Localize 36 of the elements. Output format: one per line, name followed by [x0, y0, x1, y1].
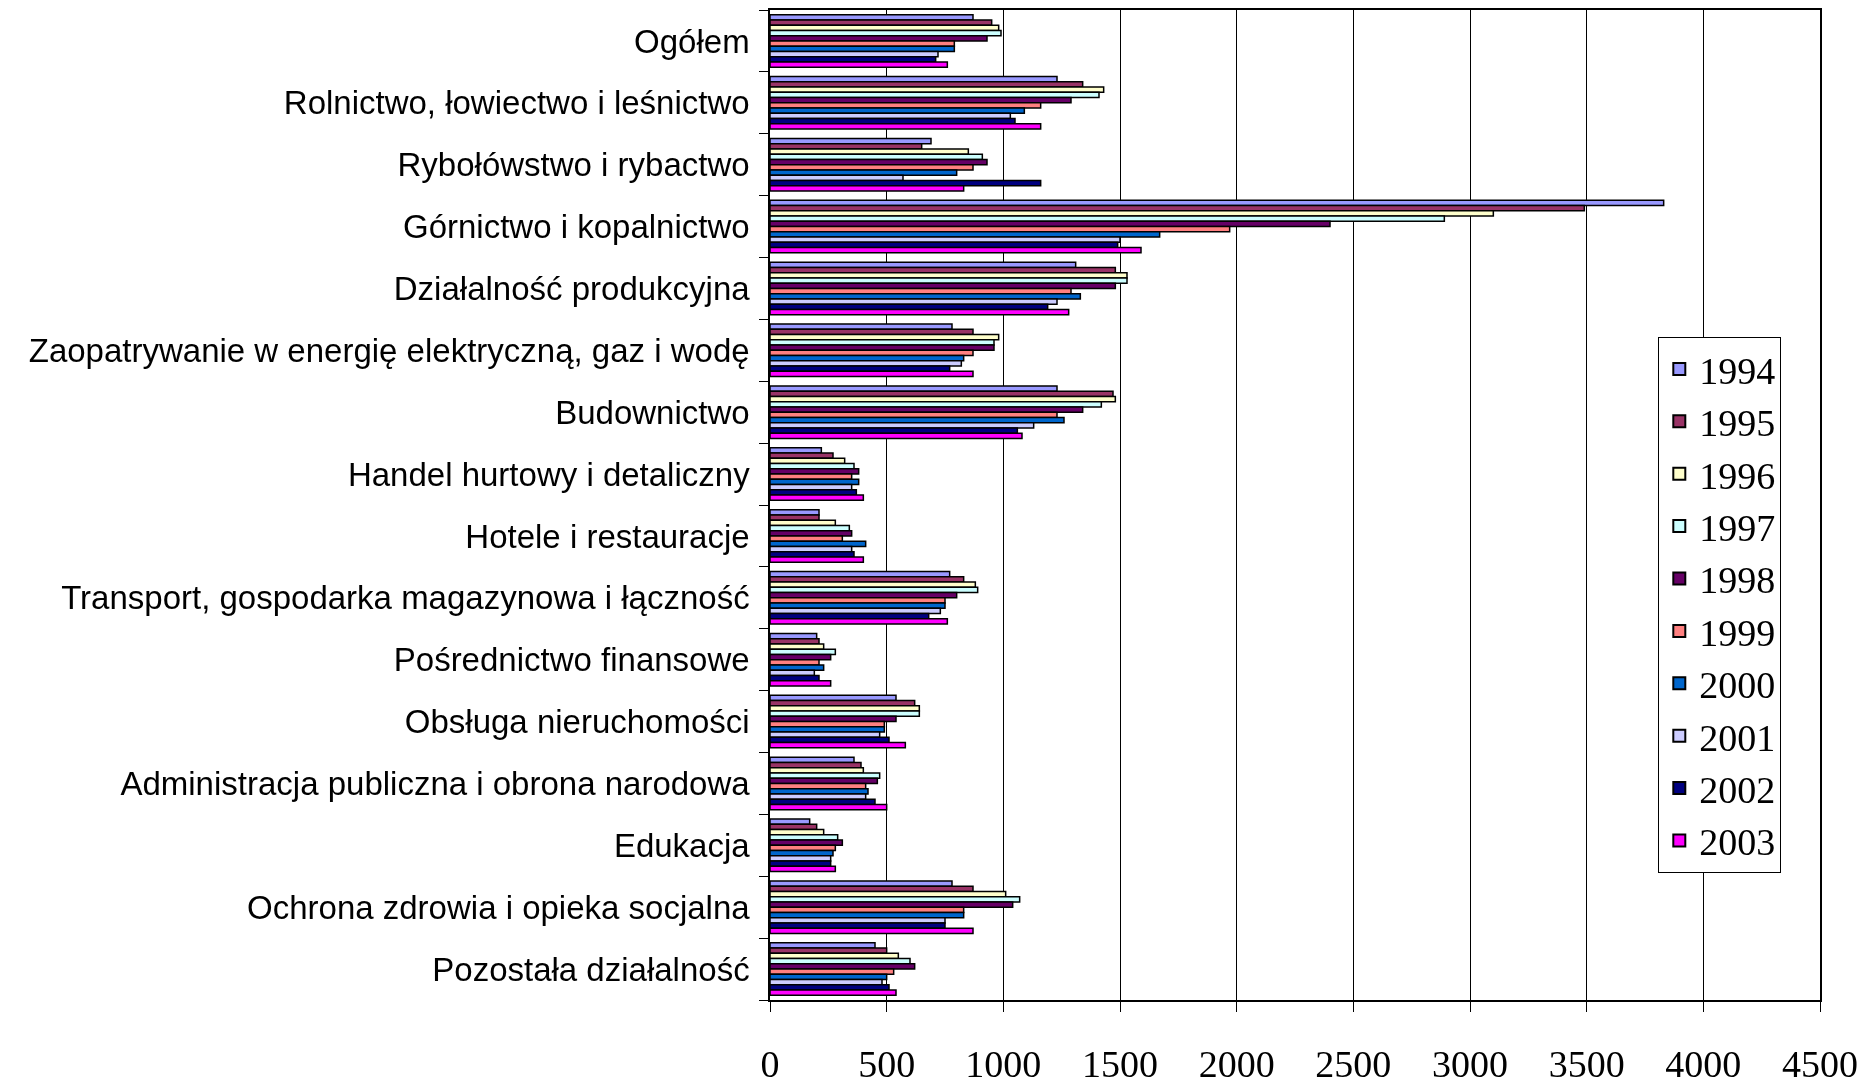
y-tick-label: Hotele i restauracje: [465, 517, 750, 555]
y-tick-label: Transport, gospodarka magazynowa i łączność: [61, 579, 750, 617]
x-tick-label: 4000: [1665, 1043, 1742, 1086]
y-tick-label: Ochrona zdrowia i opieka socjalna: [247, 888, 751, 926]
y-tick-label: Rolnictwo, łowiectwo i leśnictwo: [283, 84, 750, 122]
y-tick-label: Handel hurtowy i detaliczny: [347, 455, 751, 493]
legend-label: 1999: [1699, 611, 1776, 654]
legend-label: 2002: [1699, 768, 1776, 811]
x-tick-label: 0: [760, 1043, 780, 1086]
y-tick-label: Górnictwo i kopalnictwo: [402, 208, 750, 246]
x-tick-label: 3000: [1432, 1043, 1508, 1086]
y-tick-label: Zaopatrywanie w energię elektryczną, gaz i wodę: [28, 331, 750, 369]
y-tick-label: Administracja publiczna i obrona narodowa: [120, 764, 751, 802]
legend-label: 1998: [1699, 559, 1776, 602]
y-tick-label: Działalność produkcyjna: [393, 269, 751, 307]
legend-label: 1995: [1699, 402, 1776, 445]
legend-label: 1994: [1699, 349, 1776, 392]
x-tick-label: 4500: [1782, 1043, 1858, 1086]
y-tick-label: Budownictwo: [555, 393, 750, 431]
y-tick-label: Pozostała działalność: [432, 950, 750, 988]
y-tick-label: Obsługa nieruchomości: [404, 703, 750, 741]
legend-label: 2001: [1699, 716, 1776, 759]
y-tick-label: Edukacja: [613, 826, 751, 864]
legend-label: 1997: [1699, 506, 1776, 549]
legend-label: 2003: [1699, 821, 1776, 864]
x-tick-label: 3500: [1548, 1043, 1625, 1086]
x-tick-label: 2500: [1315, 1043, 1392, 1086]
y-tick-label: Pośrednictwo finansowe: [393, 641, 750, 679]
x-tick-label: 500: [858, 1043, 916, 1086]
legend-label: 1996: [1699, 454, 1776, 497]
y-tick-label: Rybołówstwo i rybactwo: [397, 146, 750, 184]
x-tick-label: 1000: [965, 1043, 1042, 1086]
y-tick-label: Ogółem: [634, 22, 750, 60]
legend-label: 2000: [1699, 664, 1776, 707]
x-tick-label: 2000: [1198, 1043, 1275, 1086]
x-tick-label: 1500: [1082, 1043, 1158, 1086]
